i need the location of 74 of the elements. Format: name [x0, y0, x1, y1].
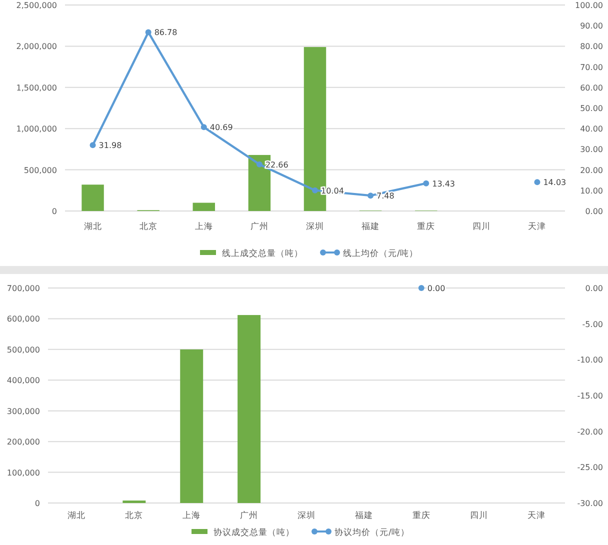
y2-tick-label: 10.00	[580, 186, 603, 196]
legend-label: 协议成交总量（吨）	[214, 527, 294, 538]
x-tick-label: 湖北	[84, 221, 102, 232]
y-tick-label: 1,500,000	[16, 83, 57, 92]
x-tick-label: 深圳	[298, 510, 316, 521]
y2-tick-label: 100.00	[575, 1, 603, 10]
x-tick-label: 天津	[528, 221, 546, 232]
y-tick-label: 2,500,000	[16, 1, 57, 10]
y2-tick-label: 0.00	[585, 207, 603, 216]
x-tick-label: 重庆	[412, 510, 430, 521]
x-tick-label: 北京	[139, 221, 158, 232]
data-label: 14.03	[543, 178, 566, 188]
y2-tick-label: -20.00	[577, 427, 603, 436]
data-label: 13.43	[432, 179, 456, 188]
data-label: 31.98	[98, 141, 122, 150]
point	[256, 161, 262, 168]
y2-tick-label: 70.00	[580, 62, 603, 72]
x-tick-label: 上海	[194, 221, 213, 232]
y-tick-label: 0	[34, 499, 40, 508]
y-tick-label: 500,000	[24, 166, 57, 175]
point	[312, 187, 318, 194]
point	[90, 142, 96, 148]
y-tick-label: 1,000,000	[16, 124, 57, 134]
y2-tick-label: -15.00	[577, 392, 603, 400]
data-label: 0.00	[427, 284, 446, 293]
y-tick-label: 0	[52, 207, 57, 216]
x-tick-label: 广州	[250, 221, 268, 232]
x-tick-label: 湖北	[68, 510, 86, 521]
x-tick-label: 重庆	[417, 221, 436, 232]
data-label: 40.69	[210, 123, 233, 132]
y2-tick-label: 50.00	[580, 104, 603, 113]
y2-tick-label: 80.00	[580, 42, 603, 52]
y2-tick-label: 30.00	[580, 145, 603, 154]
y2-tick-label: 40.00	[580, 124, 603, 134]
y-tick-label: 600,000	[6, 314, 40, 324]
y2-tick-label: 90.00	[580, 22, 603, 31]
legend-label: 协议均价（元/吨）	[334, 527, 410, 538]
y-tick-label: 500,000	[6, 345, 40, 354]
point	[145, 29, 152, 36]
y2-tick-label: 0.00	[585, 284, 603, 293]
x-tick-label: 四川	[472, 221, 491, 232]
y2-tick-label: -30.00	[577, 499, 603, 508]
x-tick-label: 上海	[182, 510, 201, 521]
x-tick-label: 天津	[527, 510, 546, 521]
y2-tick-label: 60.00	[580, 83, 603, 92]
y-tick-label: 2,000,000	[16, 42, 57, 52]
y2-tick-label: 20.00	[580, 166, 603, 175]
data-label: 86.78	[154, 28, 178, 38]
x-tick-label: 广州	[240, 510, 258, 521]
y2-tick-label: -5.00	[582, 320, 603, 329]
y-tick-label: 100,000	[6, 468, 40, 478]
point	[423, 180, 430, 186]
x-tick-label: 深圳	[306, 221, 324, 232]
legend-label: 线上均价（元/吨）	[343, 248, 418, 259]
bar	[82, 184, 104, 211]
bar	[180, 349, 204, 503]
x-tick-label: 福建	[354, 510, 373, 521]
point	[368, 192, 374, 199]
y-tick-label: 400,000	[6, 376, 40, 386]
bar	[192, 202, 215, 211]
y-tick-label: 300,000	[6, 406, 40, 416]
y2-tick-label: -10.00	[577, 356, 603, 365]
y2-tick-label: -25.00	[577, 463, 603, 472]
x-tick-label: 福建	[362, 221, 380, 232]
x-tick-label: 四川	[470, 510, 488, 521]
data-label: 10.04	[321, 186, 344, 196]
y-tick-label: 700,000	[6, 284, 40, 293]
legend-label: 线上成交总量（吨）	[222, 248, 303, 259]
x-tick-label: 北京	[125, 510, 144, 521]
data-label: 7.48	[376, 192, 394, 201]
point	[534, 179, 540, 186]
point	[200, 124, 207, 130]
y-tick-label: 200,000	[6, 438, 40, 447]
bar	[238, 315, 261, 503]
